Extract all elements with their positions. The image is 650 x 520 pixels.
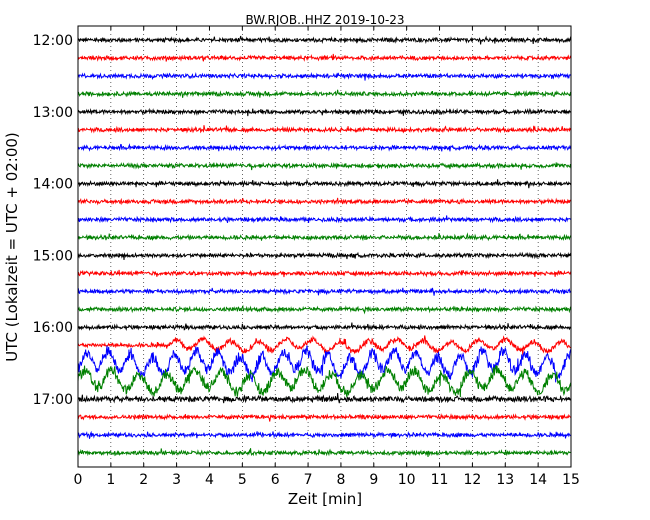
seismic-trace-1445 [77, 232, 572, 242]
grid-layer [110, 26, 539, 467]
y-axis-label: UTC (Lokalzeit = UTC + 02:00) [3, 132, 21, 362]
x-tick-label: 12 [463, 472, 481, 488]
seismic-trace-1700 [77, 392, 572, 404]
seismic-trace-1530 [77, 287, 572, 296]
seismic-trace-1315 [77, 125, 572, 134]
x-tick-label: 7 [304, 472, 313, 488]
y-tick-label: 14:00 [33, 177, 73, 193]
x-tick-label: 3 [172, 472, 181, 488]
seismic-trace-1730 [77, 430, 572, 439]
x-tick-label: 5 [238, 472, 247, 488]
seismic-trace-1415 [77, 197, 572, 206]
x-tick-label: 6 [271, 472, 280, 488]
seismic-trace-1615 [77, 335, 572, 356]
seismic-trace-1430 [77, 215, 572, 224]
y-axis: 12:00 13:00 14:00 15:00 16:00 17:00 [33, 33, 571, 408]
seismic-trace-1200 [77, 35, 572, 45]
x-tick-label: 11 [431, 472, 449, 488]
y-tick-label: 16:00 [33, 320, 73, 336]
x-tick-label: 2 [139, 472, 148, 488]
x-tick-label: 4 [205, 472, 214, 488]
seismic-trace-1230 [77, 71, 572, 81]
x-tick-label: 8 [336, 472, 345, 488]
seismic-trace-1645 [77, 365, 572, 398]
seismic-trace-1400 [77, 178, 572, 189]
chart-title: BW.RJOB..HHZ 2019-10-23 [245, 13, 404, 27]
x-tick-label: 13 [496, 472, 514, 488]
seismic-trace-1330 [77, 143, 572, 152]
x-tick-label: 15 [562, 472, 580, 488]
x-tick-label: 9 [369, 472, 378, 488]
plot-frame [77, 25, 572, 468]
seismic-trace-1515 [77, 269, 572, 278]
y-tick-label: 12:00 [33, 33, 73, 49]
x-axis: 0 1 2 3 4 5 6 7 8 9 10 11 12 13 14 15 [74, 26, 580, 488]
seismic-trace-1745 [77, 448, 572, 457]
seismic-trace-1215 [77, 53, 572, 62]
x-tick-label: 10 [398, 472, 416, 488]
seismic-trace-1300 [77, 107, 572, 117]
x-tick-label: 14 [529, 472, 547, 488]
seismic-trace-1630 [77, 345, 572, 383]
seismic-trace-1500 [77, 251, 572, 260]
y-tick-label: 17:00 [33, 392, 73, 408]
seismic-trace-1600 [77, 322, 572, 332]
seismic-trace-1345 [77, 161, 572, 171]
x-tick-label: 0 [74, 472, 83, 488]
trace-layer [77, 35, 572, 457]
x-axis-label: Zeit [min] [288, 490, 362, 508]
seismic-trace-1245 [77, 89, 572, 98]
seismic-trace-1545 [77, 304, 572, 315]
y-tick-label: 15:00 [33, 248, 73, 264]
x-tick-label: 1 [106, 472, 115, 488]
seismic-trace-1715 [77, 413, 572, 422]
y-tick-label: 13:00 [33, 105, 73, 121]
